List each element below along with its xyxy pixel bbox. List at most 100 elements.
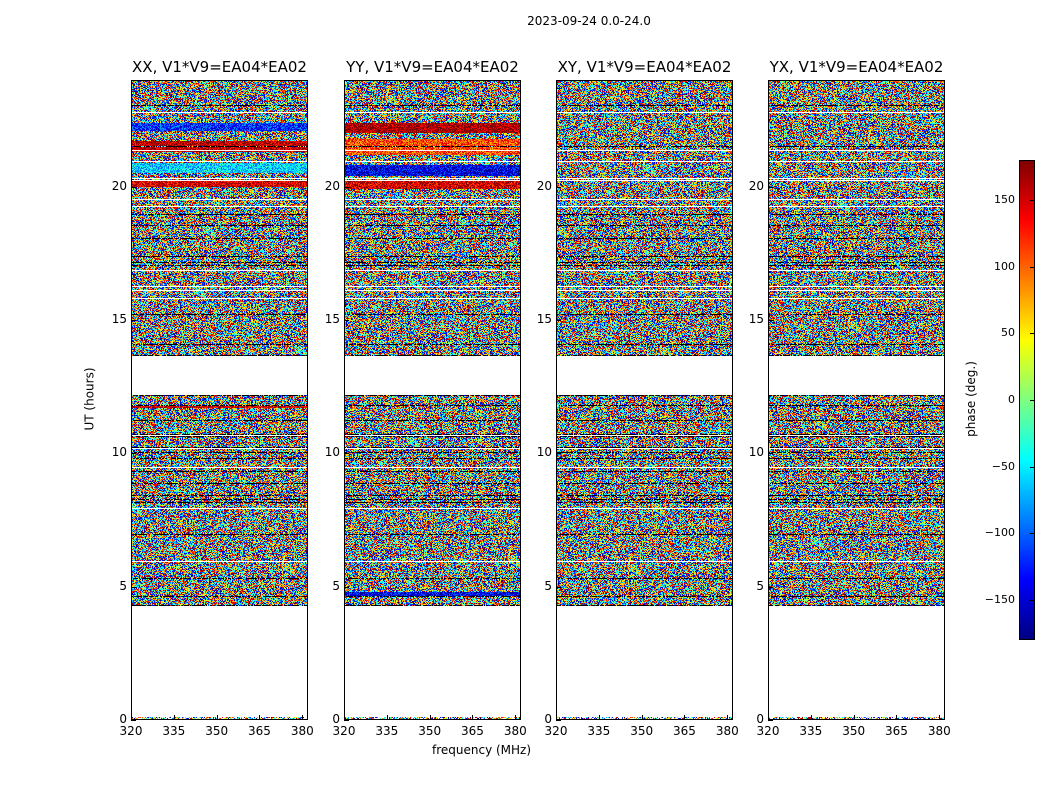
y-tick-mark [131,453,136,455]
x-tick-label: 335 [587,724,611,738]
y-tick-label: 20 [111,178,127,193]
x-tick-mark [810,715,812,720]
y-tick-mark [344,186,349,188]
colorbar-tick-label: 100 [994,259,1015,273]
x-tick-mark [216,715,218,720]
y-tick-mark [768,186,773,188]
x-tick-label: 365 [673,724,696,738]
colorbar-tick-label: 150 [994,193,1015,206]
y-tick-label: 5 [756,578,764,593]
x-tick-mark [768,715,769,720]
colorbar [1019,160,1035,640]
colorbar-tick-label: −150 [984,593,1015,606]
x-tick-label: 380 [715,724,739,738]
x-tick-label: 380 [927,724,951,738]
y-tick-label: 15 [111,312,127,326]
x-tick-mark [641,715,643,720]
x-tick-label: 320 [544,724,568,738]
colorbar-tick-label: 50 [1001,326,1015,340]
heatmap-panel [768,80,945,720]
y-tick-label: 0 [332,712,340,726]
y-tick-label: 10 [324,445,340,460]
x-tick-label: 365 [461,724,484,738]
colorbar-tick-mark [1030,600,1035,601]
x-tick-mark [429,715,431,720]
y-tick-mark [131,720,136,721]
x-tick-label: 335 [375,724,399,738]
x-tick-label: 350 [630,724,654,738]
x-tick-mark [556,715,557,720]
y-tick-label: 20 [748,178,764,193]
x-tick-mark [684,715,686,720]
y-tick-mark [556,320,561,321]
y-tick-label: 0 [119,712,127,726]
figure-title: 2023-09-24 0.0-24.0 [527,14,651,28]
y-tick-mark [344,320,349,321]
x-tick-mark [386,715,388,720]
y-tick-label: 10 [748,445,764,460]
y-tick-label: 15 [748,312,764,326]
y-tick-label: 10 [536,445,552,460]
y-tick-mark [344,586,349,588]
x-tick-label: 320 [119,724,143,738]
colorbar-tick-mark [1030,466,1035,468]
x-tick-label: 335 [162,724,186,738]
colorbar-tick-mark [1030,533,1035,535]
heatmap-panel [344,80,521,720]
y-tick-label: 15 [324,312,340,326]
x-tick-label: 320 [756,724,780,738]
x-tick-label: 335 [799,724,823,738]
y-tick-label: 0 [544,712,552,726]
y-tick-mark [556,720,561,721]
x-tick-mark [853,715,855,720]
x-axis-label: frequency (MHz) [432,743,532,757]
x-tick-mark [939,715,941,720]
x-tick-mark [472,715,474,720]
y-tick-mark [344,720,349,721]
y-tick-mark [556,453,561,455]
x-tick-mark [598,715,600,720]
colorbar-tick-mark [1030,200,1035,201]
y-tick-label: 5 [544,578,552,593]
colorbar-tick-label: −50 [991,459,1015,473]
x-tick-mark [344,715,345,720]
y-tick-mark [768,720,773,721]
y-tick-label: 20 [324,178,340,193]
x-tick-mark [515,715,517,720]
panel-title: XY, V1*V9=EA04*EA02 [557,58,732,76]
x-tick-mark [259,715,261,720]
y-tick-label: 5 [332,578,340,593]
x-tick-mark [302,715,304,720]
x-tick-mark [727,715,729,720]
y-tick-mark [556,586,561,588]
y-tick-mark [131,186,136,188]
y-axis-label: UT (hours) [82,367,97,431]
y-tick-mark [131,320,136,321]
y-tick-mark [768,453,773,455]
y-tick-mark [131,586,136,588]
y-tick-mark [344,453,349,455]
x-tick-label: 350 [205,724,229,738]
y-tick-label: 10 [111,445,127,460]
panel-title: YX, V1*V9=EA04*EA02 [769,58,944,76]
x-tick-label: 320 [332,724,356,738]
y-tick-label: 5 [119,578,127,593]
colorbar-tick-mark [1030,400,1035,401]
x-tick-mark [173,715,175,720]
colorbar-tick-label: 0 [1008,393,1015,406]
colorbar-tick-label: −100 [984,526,1015,540]
x-tick-label: 380 [503,724,527,738]
colorbar-label: phase (deg.) [963,361,978,437]
colorbar-tick-mark [1030,333,1035,335]
panel-title: XX, V1*V9=EA04*EA02 [132,58,307,76]
y-tick-mark [768,586,773,588]
x-tick-label: 350 [418,724,442,738]
heatmap-panel [131,80,308,720]
x-tick-mark [131,715,132,720]
y-tick-label: 0 [756,712,764,726]
y-tick-label: 20 [536,178,552,193]
y-tick-mark [556,186,561,188]
x-tick-label: 380 [290,724,314,738]
x-tick-label: 350 [842,724,866,738]
